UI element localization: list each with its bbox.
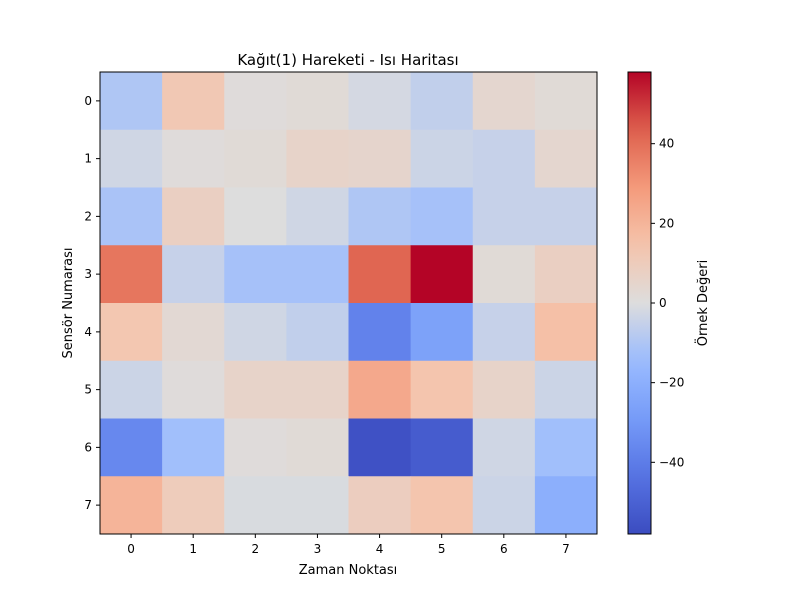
heatmap-cell xyxy=(286,303,349,362)
y-tick-label: 7 xyxy=(84,498,92,512)
heatmap-cell xyxy=(100,476,163,535)
y-tick-label: 5 xyxy=(84,383,92,397)
colorbar xyxy=(627,71,652,535)
heatmap-cell xyxy=(534,476,598,535)
heatmap-cell xyxy=(348,129,412,188)
heatmap-cell xyxy=(286,360,349,419)
heatmap-cell xyxy=(162,72,225,131)
heatmap-cell xyxy=(100,303,163,362)
heatmap-cell xyxy=(534,303,598,362)
heatmap-cell xyxy=(162,245,225,304)
heatmap-cell xyxy=(472,360,536,419)
y-axis-ticks: 0 1 2 3 4 5 6 7 xyxy=(84,94,100,512)
x-tick-label: 0 xyxy=(127,542,135,556)
x-tick-label: 4 xyxy=(376,542,384,556)
heatmap-cell xyxy=(100,72,163,131)
heatmap-cell xyxy=(534,418,598,477)
x-tick-label: 3 xyxy=(314,542,322,556)
heatmap-cell xyxy=(224,360,287,419)
heatmap-cell xyxy=(100,187,163,246)
heatmap-cell xyxy=(472,187,536,246)
heatmap-cell xyxy=(286,245,349,304)
heatmap-cell xyxy=(348,360,412,419)
x-tick-label: 5 xyxy=(438,542,446,556)
heatmap-cells xyxy=(100,72,598,535)
heatmap-cell xyxy=(100,418,163,477)
heatmap-cell xyxy=(224,476,287,535)
heatmap-cell xyxy=(534,129,598,188)
colorbar-tick-label: 0 xyxy=(659,296,667,310)
heatmap-cell xyxy=(534,360,598,419)
heatmap-cell xyxy=(348,303,412,362)
y-tick-label: 1 xyxy=(84,152,92,166)
heatmap-cell xyxy=(162,187,225,246)
heatmap-cell xyxy=(162,303,225,362)
x-tick-label: 1 xyxy=(189,542,197,556)
heatmap-cell xyxy=(224,245,287,304)
heatmap-cell xyxy=(286,187,349,246)
heatmap-cell xyxy=(348,476,412,535)
heatmap-cell xyxy=(348,418,412,477)
heatmap-cell xyxy=(348,187,412,246)
heatmap-cell xyxy=(162,360,225,419)
x-tick-label: 7 xyxy=(562,542,570,556)
heatmap-cell xyxy=(410,303,474,362)
y-tick-label: 3 xyxy=(84,267,92,281)
x-axis-label: Zaman Noktası xyxy=(299,563,398,578)
heatmap-cell xyxy=(410,245,474,304)
colorbar-label: Örnek Değeri xyxy=(694,260,711,346)
heatmap-cell xyxy=(286,72,349,131)
heatmap-cell xyxy=(534,72,598,131)
colorbar-ticks: −40 −20 0 20 40 xyxy=(651,137,684,469)
colorbar-tick-label: 40 xyxy=(659,137,674,151)
heatmap-cell xyxy=(224,303,287,362)
heatmap-cell xyxy=(410,187,474,246)
heatmap-cell xyxy=(286,129,349,188)
heatmap-cell xyxy=(224,187,287,246)
heatmap-cell xyxy=(410,360,474,419)
heatmap-cell xyxy=(472,72,536,131)
heatmap-cell xyxy=(162,418,225,477)
colorbar-tick-label: −40 xyxy=(659,455,684,469)
y-tick-label: 4 xyxy=(84,325,92,339)
heatmap-cell xyxy=(534,187,598,246)
chart-title: Kağıt(1) Hareketi - Isı Haritası xyxy=(237,51,458,69)
heatmap-cell xyxy=(286,476,349,535)
y-tick-label: 0 xyxy=(84,94,92,108)
heatmap-cell xyxy=(162,476,225,535)
heatmap-cell xyxy=(224,418,287,477)
heatmap-cell xyxy=(100,245,163,304)
heatmap-cell xyxy=(472,476,536,535)
y-axis-label: Sensör Numarası xyxy=(61,248,76,359)
heatmap-cell xyxy=(410,418,474,477)
heatmap-cell xyxy=(100,360,163,419)
heatmap-cell xyxy=(348,72,412,131)
heatmap-cell xyxy=(472,418,536,477)
x-tick-label: 6 xyxy=(500,542,508,556)
heatmap-cell xyxy=(162,129,225,188)
heatmap-cell xyxy=(100,129,163,188)
heatmap-cell xyxy=(472,245,536,304)
colorbar-tick-label: −20 xyxy=(659,376,684,390)
heatmap-cell xyxy=(224,129,287,188)
heatmap-cell xyxy=(410,476,474,535)
heatmap-cell xyxy=(286,418,349,477)
plot-frame xyxy=(99,71,598,535)
heatmap-cell xyxy=(410,129,474,188)
colorbar-tick-label: 20 xyxy=(659,216,674,230)
heatmap-cell xyxy=(224,72,287,131)
y-tick-label: 6 xyxy=(84,440,92,454)
x-axis-ticks: 0 1 2 3 4 5 6 7 xyxy=(127,534,570,556)
heatmap-cell xyxy=(410,72,474,131)
heatmap-cell xyxy=(348,245,412,304)
heatmap-cell xyxy=(472,129,536,188)
x-tick-label: 2 xyxy=(251,542,259,556)
heatmap-cell xyxy=(472,303,536,362)
y-tick-label: 2 xyxy=(84,209,92,223)
heatmap-cell xyxy=(534,245,598,304)
